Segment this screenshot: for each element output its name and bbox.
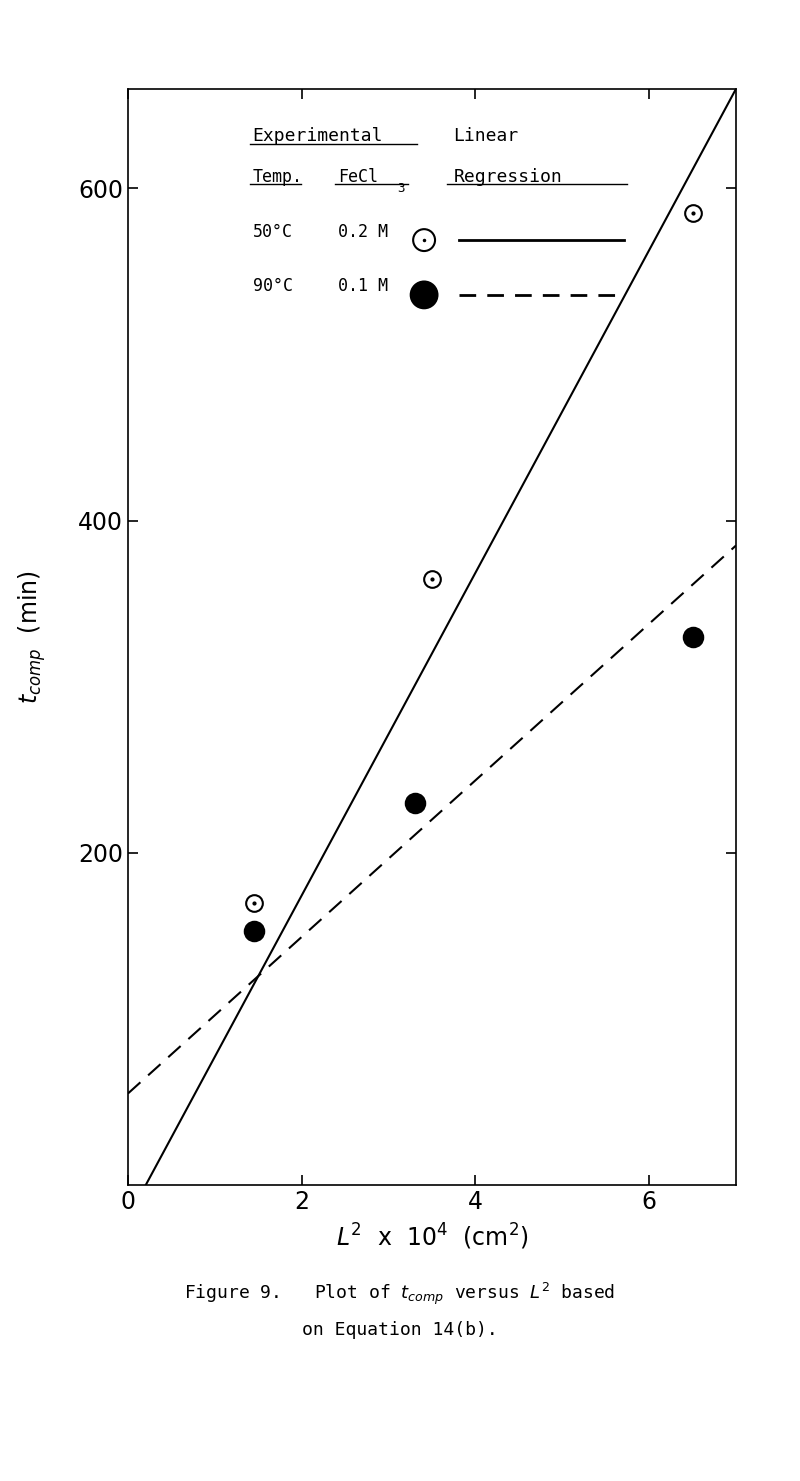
Text: Regression: Regression xyxy=(454,167,562,185)
Text: FeCl: FeCl xyxy=(338,167,378,185)
Text: 50°C: 50°C xyxy=(253,222,293,240)
Text: 0.1 M: 0.1 M xyxy=(338,277,388,295)
Text: Figure 9.   Plot of $t_{comp}$ versus $L^2$ based: Figure 9. Plot of $t_{comp}$ versus $L^2… xyxy=(185,1281,615,1308)
Ellipse shape xyxy=(410,281,438,308)
Text: Experimental: Experimental xyxy=(253,127,383,145)
Text: Linear: Linear xyxy=(454,127,518,145)
Text: on Equation 14(b).: on Equation 14(b). xyxy=(302,1321,498,1339)
Text: 3: 3 xyxy=(398,182,405,195)
Text: Temp.: Temp. xyxy=(253,167,302,185)
Text: $L^{2}$  x  $10^{4}$  (cm$^{2}$): $L^{2}$ x $10^{4}$ (cm$^{2}$) xyxy=(336,1222,528,1251)
Text: 90°C: 90°C xyxy=(253,277,293,295)
Text: 0.2 M: 0.2 M xyxy=(338,222,388,240)
Text: $t_{comp}$  (min): $t_{comp}$ (min) xyxy=(16,570,48,703)
